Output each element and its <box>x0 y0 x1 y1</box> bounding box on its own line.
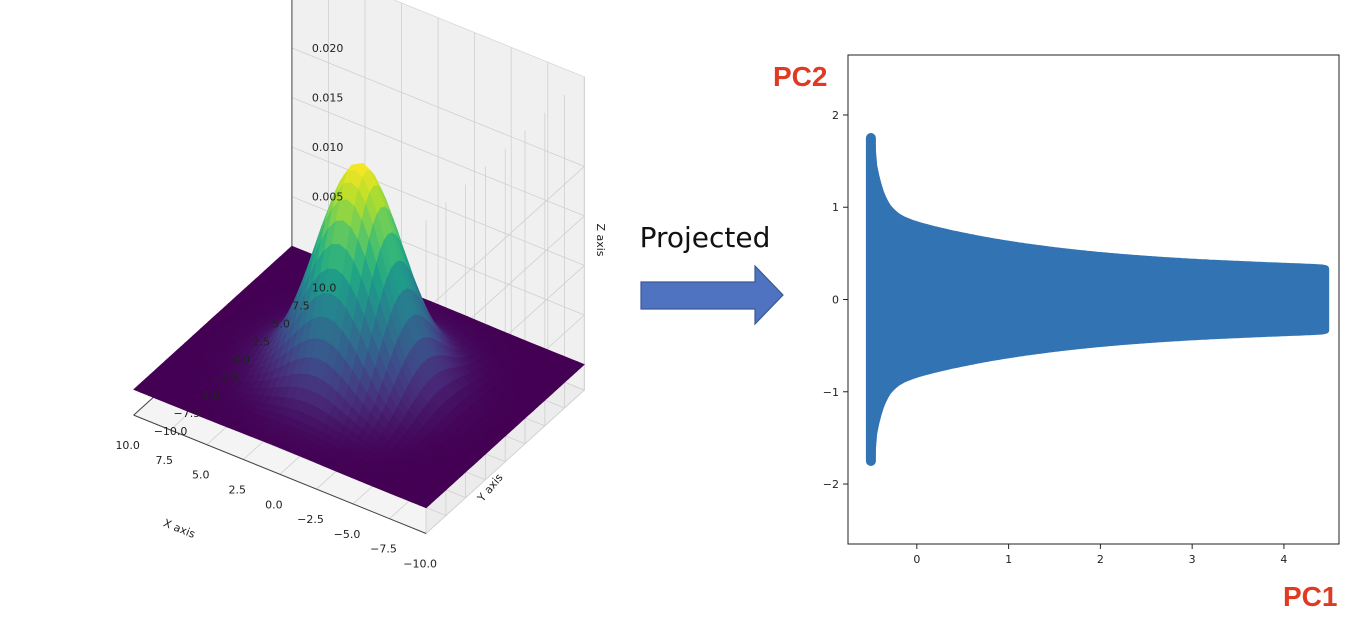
y-tick-label: 5.0 <box>272 318 290 331</box>
x-tick-label: 2 <box>1097 553 1104 566</box>
y-tick-label: 10.0 <box>312 282 337 295</box>
y-tick-label: −7.5 <box>174 407 201 420</box>
pc1-axis-label: PC1 <box>1283 581 1337 612</box>
surface-mesh <box>133 163 585 509</box>
x-tick-label: 7.5 <box>156 454 174 467</box>
y-tick-label: 0 <box>832 294 839 307</box>
y-tick-label: −5.0 <box>193 389 220 402</box>
z-axis-label: Z axis <box>594 223 607 256</box>
x-tick-label: −7.5 <box>370 543 397 556</box>
y-tick-label: −2.5 <box>213 371 240 384</box>
y-tick-label: 7.5 <box>292 300 310 313</box>
y-tick-label: −10.0 <box>154 425 188 438</box>
surface-3d-plot: −10.0−7.5−5.0−2.50.02.55.07.510.0−10.0−7… <box>115 0 607 571</box>
x-tick-label: −2.5 <box>297 513 324 526</box>
surface-patch <box>418 501 431 509</box>
3d-tick-labels: −10.0−7.5−5.0−2.50.02.55.07.510.0−10.0−7… <box>115 42 437 571</box>
x-tick-label: 3 <box>1189 553 1196 566</box>
wall-grid-z <box>291 97 585 217</box>
y-tick-label: 0.0 <box>233 353 251 366</box>
x-tick-label: 1 <box>1005 553 1012 566</box>
z-tick-label: 0.005 <box>312 191 344 204</box>
z-tick-label: 0.015 <box>312 92 344 105</box>
right-arrow-icon <box>640 264 784 326</box>
projection-annotation: Projected <box>640 221 784 326</box>
y-tick-label: −2 <box>823 478 839 491</box>
x-tick-label: 0.0 <box>265 498 283 511</box>
scatter-point-cloud <box>866 134 1330 465</box>
y-tick-label: −1 <box>823 386 839 399</box>
scatter-plot: 0 1 2 3 4 −2 −1 0 1 2 PC2 PC1 <box>773 54 1340 612</box>
y-tick-label: 2 <box>832 109 839 122</box>
wall-grid-z <box>291 146 585 266</box>
z-tick-label: 0.010 <box>312 141 344 154</box>
x-tick-label: −10.0 <box>403 558 437 571</box>
wall-grid-z <box>291 47 585 167</box>
pc2-axis-label: PC2 <box>773 61 827 92</box>
x-tick-label: 10.0 <box>115 439 140 452</box>
x-tick-label: −5.0 <box>334 528 361 541</box>
scatter-ticks: 0 1 2 3 4 −2 −1 0 1 2 <box>823 109 1288 566</box>
projected-label: Projected <box>640 221 771 254</box>
x-tick-label: 4 <box>1280 553 1287 566</box>
x-axis-label: X axis <box>162 517 198 542</box>
z-tick-label: 0.020 <box>312 42 344 55</box>
y-tick-label: 2.5 <box>253 335 271 348</box>
x-axis-line <box>133 414 427 534</box>
scatter-series <box>865 133 1330 466</box>
x-tick-label: 5.0 <box>192 469 210 482</box>
wall-grid-z <box>425 166 585 311</box>
x-tick-label: 2.5 <box>229 484 247 497</box>
y-tick-label: 1 <box>832 201 839 214</box>
x-tick-label: 0 <box>913 553 920 566</box>
